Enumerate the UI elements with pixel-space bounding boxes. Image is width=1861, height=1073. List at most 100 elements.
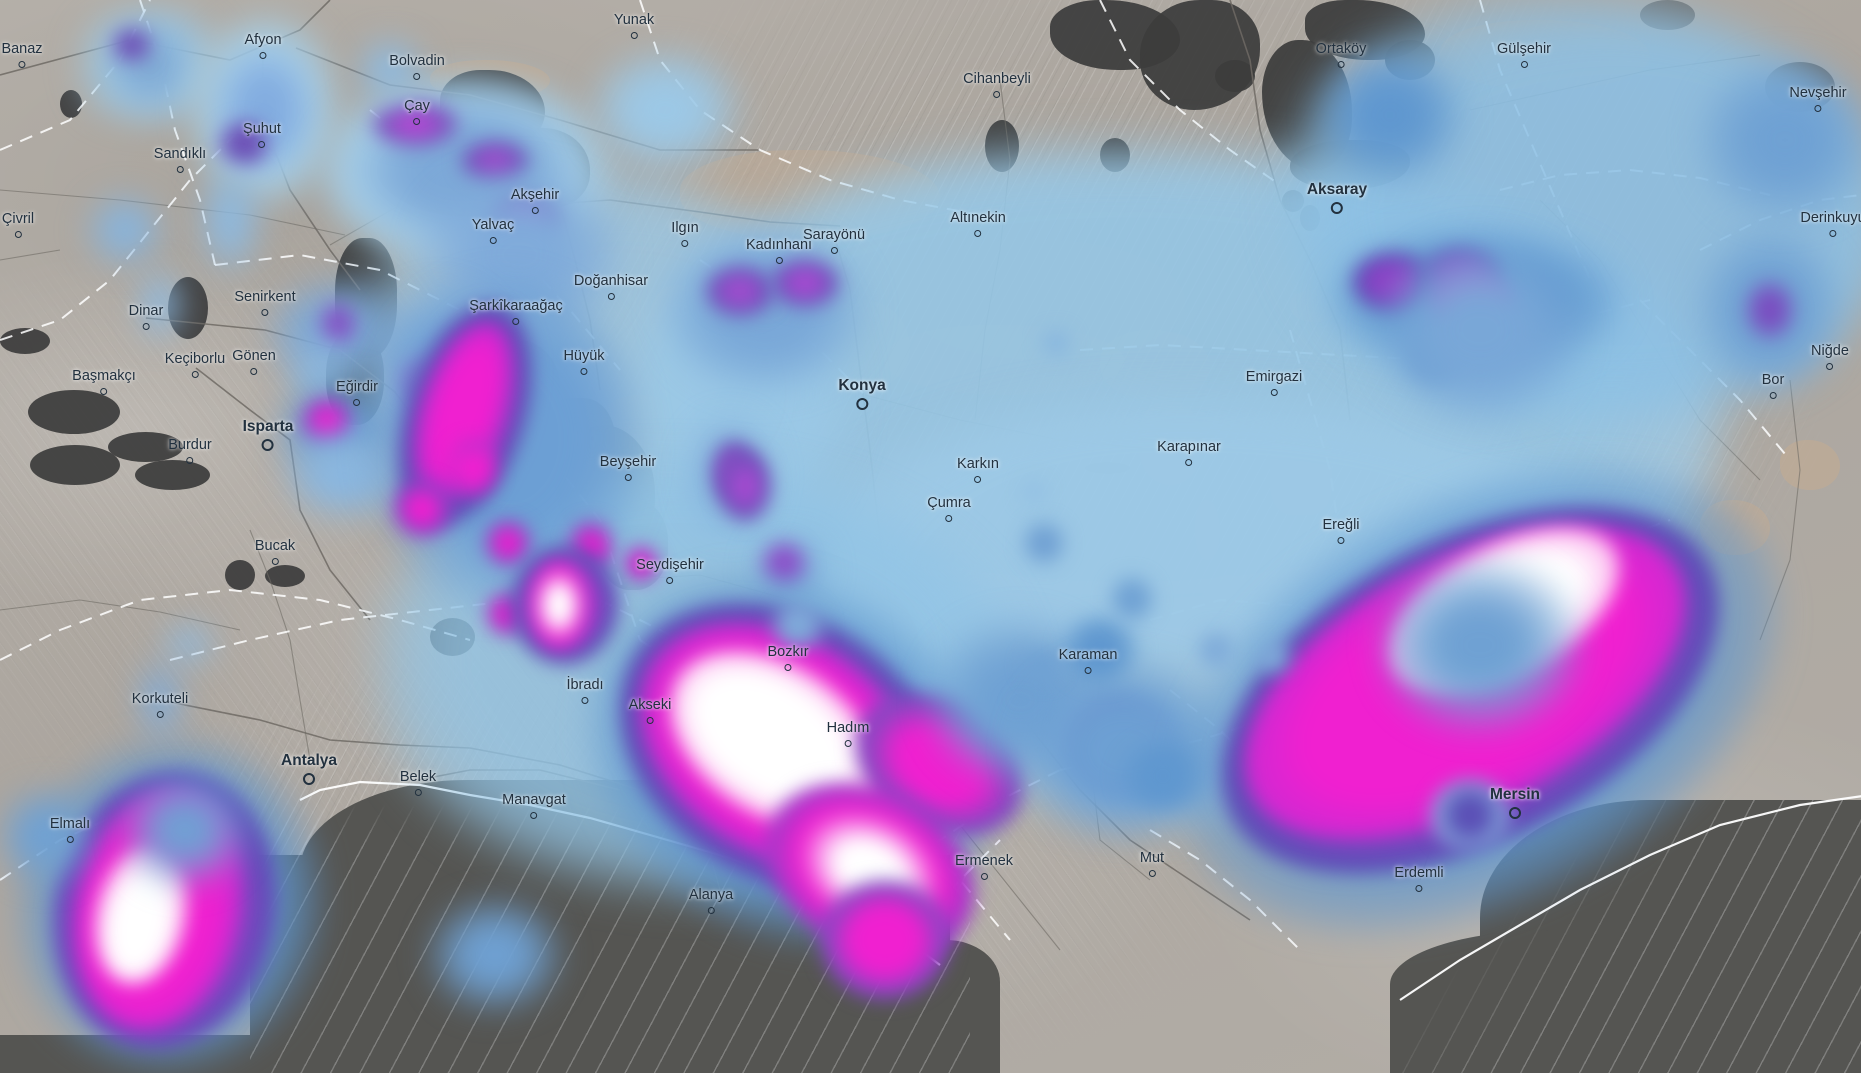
city-label-derinkuyu[interactable]: Derinkuyu: [1800, 211, 1861, 237]
city-name-text: Hüyük: [563, 348, 605, 364]
city-name-text: Gönen: [232, 348, 276, 364]
city-label-burdur[interactable]: Burdur: [168, 438, 212, 464]
city-label-ortak-y[interactable]: Ortaköy: [1315, 41, 1367, 68]
city-label-cihanbeyli[interactable]: Cihanbeyli: [963, 72, 1031, 98]
precip-core-banaz: [108, 28, 156, 62]
city-name-text: Afyon: [244, 32, 282, 48]
city-label-had-m[interactable]: Hadım: [827, 721, 869, 747]
precip-cell-sandikli-s: [200, 165, 260, 275]
city-label--umra[interactable]: Çumra: [927, 496, 971, 522]
precip-cell-aksaray-s: [1380, 240, 1580, 420]
city-label-antalya[interactable]: Antalya: [281, 753, 337, 785]
city-name-text: Ilgın: [671, 220, 699, 236]
city-marker-dot: [413, 117, 421, 125]
city-label-bozk-r[interactable]: Bozkır: [767, 645, 809, 671]
city-label-g-l-ehir[interactable]: Gülşehir: [1497, 42, 1551, 68]
city-label-emirgazi[interactable]: Emirgazi: [1246, 370, 1302, 396]
city-marker-dot: [681, 239, 689, 247]
city-label-senirkent[interactable]: Senirkent: [234, 290, 296, 316]
city-label-elmal-[interactable]: Elmalı: [50, 817, 90, 843]
city-label-saray-n-[interactable]: Sarayönü: [803, 228, 865, 254]
city-label-bucak[interactable]: Bucak: [255, 539, 295, 565]
city-label-alanya[interactable]: Alanya: [689, 888, 733, 914]
city-name-text: Sarayönü: [802, 227, 866, 243]
city-label-afyon[interactable]: Afyon: [244, 32, 282, 59]
city-label-bor[interactable]: Bor: [1762, 373, 1784, 399]
city-label-bey-ehir[interactable]: Beyşehir: [600, 455, 656, 481]
city-label-aksaray[interactable]: Aksaray: [1307, 182, 1367, 214]
city-label-bolvadin[interactable]: Bolvadin: [389, 54, 445, 80]
city-label-belek[interactable]: Belek: [400, 770, 436, 796]
precip-cell-bucak-n: [165, 625, 213, 663]
precip-core-beysehir-s: [450, 440, 496, 496]
city-marker-dot: [186, 456, 194, 464]
city-label-e-irdir[interactable]: Eğirdir: [336, 380, 378, 406]
city-label-h-y-k[interactable]: Hüyük: [563, 348, 605, 375]
precip-core-seydisehir-e: [624, 546, 658, 582]
city-name-text: Karapınar: [1157, 439, 1221, 455]
city-marker-dot: [630, 31, 638, 39]
precip-dot-bozkir-e: [1252, 640, 1292, 674]
city-name-text: Bucak: [254, 538, 296, 554]
city-label--ay[interactable]: Çay: [404, 99, 430, 125]
city-label-yunak[interactable]: Yunak: [614, 13, 654, 39]
city-label--ivril[interactable]: Çivril: [2, 212, 34, 238]
city-label-mersin[interactable]: Mersin: [1490, 787, 1540, 819]
city-marker-dot: [945, 514, 953, 522]
city-label-ba-mak-[interactable]: Başmakçı: [72, 369, 136, 395]
city-label-kark-n[interactable]: Karkın: [957, 457, 999, 483]
city-name-text: Ereğli: [1322, 517, 1360, 533]
city-marker-dot: [844, 739, 852, 747]
city-marker-dot: [1769, 391, 1777, 399]
city-label-dinar[interactable]: Dinar: [128, 303, 164, 330]
city-marker-dot: [142, 322, 150, 330]
city-label-kad-nhan-[interactable]: Kadınhanı: [746, 238, 812, 264]
city-label--uhut[interactable]: Şuhut: [243, 122, 281, 148]
city-label-karap-nar[interactable]: Karapınar: [1157, 440, 1221, 466]
city-label-nev-ehir[interactable]: Nevşehir: [1789, 86, 1847, 112]
city-label-ere-li[interactable]: Ereğli: [1322, 517, 1360, 544]
city-label-ni-de[interactable]: Niğde: [1811, 344, 1849, 370]
city-name-text: Dinar: [128, 303, 164, 319]
city-marker-dot: [353, 398, 361, 406]
city-name-text: Bolvadin: [389, 53, 445, 69]
city-label-korkuteli[interactable]: Korkuteli: [132, 692, 188, 718]
city-label-alt-nekin[interactable]: Altınekin: [950, 211, 1006, 237]
city-marker-dot: [1814, 104, 1822, 112]
city-label-do-anhisar[interactable]: Doğanhisar: [574, 274, 648, 300]
city-label-mut[interactable]: Mut: [1140, 851, 1164, 877]
city-label-sand-kl-[interactable]: Sandıklı: [154, 147, 206, 173]
precip-core-seydisehir-h: [1022, 520, 1066, 566]
city-label-ke-iborlu[interactable]: Keçiborlu: [165, 352, 225, 378]
precip-cell-korkuteli-s: [140, 660, 180, 740]
city-name-text: Emirgazi: [1245, 369, 1303, 385]
precip-cell-eregli-e: [1380, 560, 1580, 730]
city-label-ak-ehir[interactable]: Akşehir: [511, 188, 559, 214]
city-label-i-brad-[interactable]: İbradı: [566, 678, 604, 704]
city-label-konya[interactable]: Konya: [838, 378, 886, 410]
city-label-karaman[interactable]: Karaman: [1059, 648, 1117, 674]
city-name-text: Ortaköy: [1315, 41, 1367, 57]
city-label-isparta[interactable]: Isparta: [243, 419, 293, 451]
city-label-akseki[interactable]: Akseki: [629, 698, 671, 724]
city-label-manavgat[interactable]: Manavgat: [502, 793, 566, 819]
city-label-g-nen[interactable]: Gönen: [232, 349, 276, 375]
precip-cell-civril: [85, 195, 165, 265]
city-label--ark-karaa-a-[interactable]: Şarkîkaraağaç: [469, 299, 563, 325]
city-label-ermenek[interactable]: Ermenek: [955, 854, 1013, 880]
city-name-text: Belek: [399, 769, 437, 785]
city-name-text: Antalya: [281, 752, 337, 769]
city-marker-dot: [530, 811, 538, 819]
city-label-banaz[interactable]: Banaz: [1, 42, 43, 68]
city-marker-dot: [271, 557, 279, 565]
city-label-ilg-n[interactable]: Ilgın: [671, 220, 699, 247]
city-marker-dot: [1148, 869, 1156, 877]
city-label-seydi-ehir[interactable]: Seydişehir: [636, 558, 704, 584]
city-marker-dot: [156, 710, 164, 718]
city-marker-dot: [14, 230, 22, 238]
city-label-erdemli[interactable]: Erdemli: [1394, 866, 1444, 892]
city-label-yalva-[interactable]: Yalvaç: [472, 218, 514, 244]
precip-core-seydisehir-b: [485, 520, 531, 566]
city-marker-dot: [974, 475, 982, 483]
